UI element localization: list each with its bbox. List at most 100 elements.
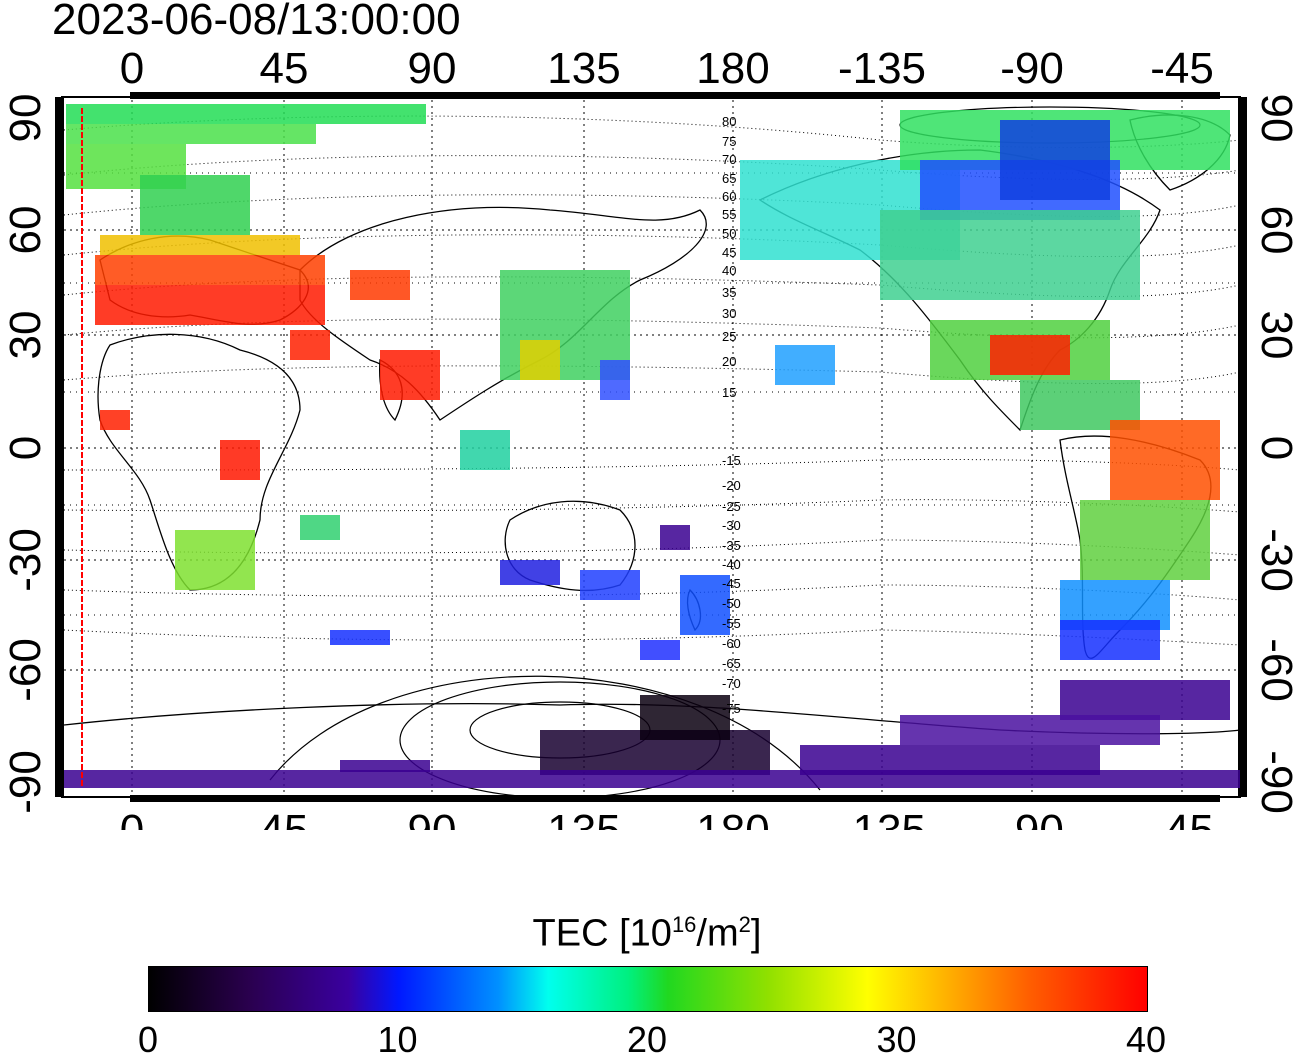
contour-label: 65 xyxy=(722,171,736,186)
lon-tick-top: 0 xyxy=(120,44,144,93)
lat-tick-left: -90 xyxy=(1,750,50,814)
lon-tick-top: -135 xyxy=(838,44,926,93)
contour-label: -30 xyxy=(722,518,741,533)
tec-patch xyxy=(880,210,1140,300)
map-timestamp: 2023-06-08/13:00:00 xyxy=(52,0,461,44)
tec-colorbar xyxy=(148,966,1148,1012)
tec-patch xyxy=(1060,680,1230,720)
lon-tick-top: 180 xyxy=(696,44,769,93)
contour-label: 15 xyxy=(722,385,736,400)
tec-patch xyxy=(66,104,426,124)
tec-patch xyxy=(350,270,410,300)
lon-tick-top: 90 xyxy=(408,44,457,93)
tec-patch xyxy=(1060,620,1160,660)
contour-label: 75 xyxy=(722,134,736,149)
tec-patch xyxy=(775,345,835,385)
colorbar-title-exp1: 16 xyxy=(671,912,697,937)
lat-tick-left: -30 xyxy=(1,528,50,592)
colorbar-tick-label: 10 xyxy=(377,1019,418,1060)
tec-patch xyxy=(66,124,316,144)
lat-tick-left: 90 xyxy=(1,94,50,143)
lon-tick-bottom: 0 xyxy=(120,806,144,830)
tec-patch xyxy=(640,695,730,740)
tec-patch xyxy=(580,570,640,600)
lat-tick-right: -60 xyxy=(1252,638,1294,702)
tec-map: 0 45 90 135 180 -135 -90 -45 0 45 90 135 180 -135 -90… xyxy=(1,44,1294,830)
lon-tick-bottom: -90 xyxy=(1000,806,1064,830)
contour-label: 35 xyxy=(722,285,736,300)
tec-patch xyxy=(460,430,510,470)
contour-label: -50 xyxy=(722,596,741,611)
tec-patch xyxy=(660,525,690,550)
tec-data-patches xyxy=(64,104,1240,788)
tec-patch xyxy=(100,410,130,430)
tec-patch xyxy=(330,630,390,645)
lat-tick-right: 0 xyxy=(1252,436,1294,460)
tec-patch xyxy=(990,335,1070,375)
lat-tick-left: -60 xyxy=(1,638,50,702)
bottom-axis-bar xyxy=(130,795,1220,802)
tec-patch xyxy=(175,530,255,590)
tec-patch xyxy=(600,360,630,400)
lat-tick-left: 0 xyxy=(1,436,50,460)
tec-patch xyxy=(640,640,680,660)
colorbar-title-end: ] xyxy=(750,912,762,955)
lon-tick-bottom: 45 xyxy=(260,806,309,830)
lat-ticks-left: 90 60 30 0 -30 -60 -90 xyxy=(1,94,50,814)
tec-patch xyxy=(64,770,1240,788)
lat-tick-left: 60 xyxy=(1,206,50,255)
contour-label: 20 xyxy=(722,354,736,369)
tec-patch xyxy=(1110,420,1220,500)
tec-patch xyxy=(140,175,250,235)
contour-label: 55 xyxy=(722,207,736,222)
colorbar-title-mid: /m xyxy=(696,912,739,955)
lon-tick-top: 135 xyxy=(547,44,620,93)
tec-patch xyxy=(380,350,440,400)
contour-label: -65 xyxy=(722,656,741,671)
contour-label: 45 xyxy=(722,245,736,260)
contour-label: -70 xyxy=(722,676,741,691)
contour-label: -20 xyxy=(722,478,741,493)
lat-tick-right: 90 xyxy=(1252,94,1294,143)
lon-ticks-bottom: 0 45 90 135 180 -135 -90 -45 xyxy=(120,806,1214,830)
tec-patch xyxy=(500,560,560,585)
right-axis-bar xyxy=(1238,97,1247,797)
lon-tick-top: -90 xyxy=(1000,44,1064,93)
contour-label: 60 xyxy=(722,189,736,204)
contour-labels: 80 75 70 65 60 55 50 45 40 35 30 25 20 15 -15 -20 -25 -30… xyxy=(722,114,741,716)
lon-tick-top: -45 xyxy=(1150,44,1214,93)
colorbar-tick-label: 40 xyxy=(1125,1019,1167,1060)
lat-tick-right: -30 xyxy=(1252,528,1294,592)
tec-patch xyxy=(340,760,430,772)
contour-label: 70 xyxy=(722,152,736,167)
colorbar-title-exp2: 2 xyxy=(738,912,751,937)
lon-tick-bottom: 180 xyxy=(696,806,769,830)
lon-tick-bottom: 90 xyxy=(408,806,457,830)
lon-tick-bottom: -45 xyxy=(1150,806,1214,830)
tec-patch xyxy=(95,255,325,285)
contour-label: 50 xyxy=(722,226,736,241)
colorbar-title-main: TEC [10 xyxy=(532,912,672,955)
tec-patch xyxy=(300,515,340,540)
lon-tick-bottom: 135 xyxy=(547,806,620,830)
lat-tick-right: 60 xyxy=(1252,206,1294,255)
lon-tick-top: 45 xyxy=(260,44,309,93)
lat-tick-left: 30 xyxy=(1,311,50,360)
lon-ticks-top: 0 45 90 135 180 -135 -90 -45 xyxy=(120,44,1214,93)
contour-label: -45 xyxy=(722,576,741,591)
contour-label: -35 xyxy=(722,538,741,553)
tec-patch xyxy=(220,440,260,480)
contour-label: 25 xyxy=(722,329,736,344)
tec-patch xyxy=(95,285,325,325)
tec-patch xyxy=(520,340,560,380)
left-axis-bar xyxy=(55,97,64,797)
contour-label: -15 xyxy=(722,453,741,468)
contour-label: 40 xyxy=(722,263,736,278)
colorbar-tick-label: 30 xyxy=(876,1019,917,1060)
lat-tick-right: 30 xyxy=(1252,311,1294,360)
colorbar-tick-label: 20 xyxy=(626,1019,668,1060)
lat-ticks-right: 90 60 30 0 -30 -60 -90 xyxy=(1252,94,1294,814)
tec-patch xyxy=(680,575,730,635)
contour-label: -75 xyxy=(722,701,741,716)
lon-tick-bottom: -135 xyxy=(838,806,926,830)
